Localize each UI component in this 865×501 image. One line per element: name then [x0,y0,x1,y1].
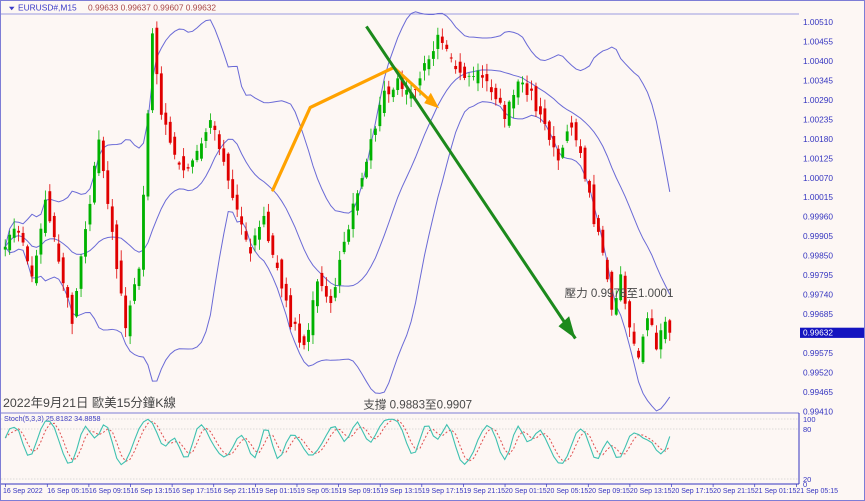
svg-text:19 Sep 09:15: 19 Sep 09:15 [339,488,381,495]
svg-text:20 Sep 13:15: 20 Sep 13:15 [630,488,672,495]
svg-text:80: 80 [803,425,811,434]
svg-text:1.00235: 1.00235 [803,114,833,124]
svg-text:16 Sep 2022: 16 Sep 2022 [3,488,43,495]
svg-text:19 Sep 13:15: 19 Sep 13:15 [380,488,422,495]
svg-text:1.00455: 1.00455 [803,37,833,47]
svg-text:壓力 0.9978至1.0001: 壓力 0.9978至1.0001 [565,287,674,300]
svg-text:1.00125: 1.00125 [803,153,833,163]
svg-text:0.99960: 0.99960 [803,212,833,222]
svg-text:16 Sep 13:15: 16 Sep 13:15 [131,488,173,495]
svg-text:0.99632: 0.99632 [803,328,833,338]
svg-text:20 Sep 05:15: 20 Sep 05:15 [547,488,589,495]
svg-text:0.99633 0.99637 0.99607 0.9963: 0.99633 0.99637 0.99607 0.99632 [88,2,216,12]
svg-text:0.99905: 0.99905 [803,231,833,241]
svg-text:20 Sep 09:15: 20 Sep 09:15 [588,488,630,495]
svg-text:16 Sep 17:15: 16 Sep 17:15 [172,488,214,495]
svg-text:21 Sep 05:15: 21 Sep 05:15 [796,488,838,495]
svg-text:16 Sep 09:15: 16 Sep 09:15 [89,488,131,495]
svg-text:1.00345: 1.00345 [803,75,833,85]
svg-text:0.99850: 0.99850 [803,251,833,261]
svg-text:16 Sep 21:15: 16 Sep 21:15 [214,488,256,495]
svg-text:EURUSD#,M15: EURUSD#,M15 [18,2,77,12]
svg-text:19 Sep 01:15: 19 Sep 01:15 [255,488,297,495]
svg-text:1.00180: 1.00180 [803,134,833,144]
svg-text:1.00510: 1.00510 [803,17,833,27]
svg-text:19 Sep 21:15: 19 Sep 21:15 [463,488,505,495]
svg-text:21 Sep 01:15: 21 Sep 01:15 [755,488,797,495]
svg-text:0.99575: 0.99575 [803,348,833,358]
svg-text:1.00015: 1.00015 [803,192,833,202]
svg-text:0.99685: 0.99685 [803,309,833,319]
svg-text:20 Sep 21:15: 20 Sep 21:15 [713,488,755,495]
svg-text:1.00070: 1.00070 [803,173,833,183]
svg-text:1.00290: 1.00290 [803,95,833,105]
svg-text:0.99740: 0.99740 [803,290,833,300]
svg-text:0.99465: 0.99465 [803,387,833,397]
svg-text:0.99520: 0.99520 [803,367,833,377]
svg-text:19 Sep 17:15: 19 Sep 17:15 [422,488,464,495]
svg-text:0.99795: 0.99795 [803,270,833,280]
svg-text:1.00400: 1.00400 [803,56,833,66]
svg-text:19 Sep 05:15: 19 Sep 05:15 [297,488,339,495]
svg-text:2022年9月21日 歐美15分鐘K線: 2022年9月21日 歐美15分鐘K線 [3,395,176,410]
svg-text:Stoch(5,3,3) 25.8182 34.8858: Stoch(5,3,3) 25.8182 34.8858 [4,414,101,423]
svg-text:支撐 0.9883至0.9907: 支撐 0.9883至0.9907 [363,398,472,412]
svg-text:16 Sep 05:15: 16 Sep 05:15 [47,488,89,495]
svg-text:20 Sep 17:15: 20 Sep 17:15 [672,488,714,495]
svg-text:20 Sep 01:15: 20 Sep 01:15 [505,488,547,495]
svg-text:100: 100 [803,415,816,424]
